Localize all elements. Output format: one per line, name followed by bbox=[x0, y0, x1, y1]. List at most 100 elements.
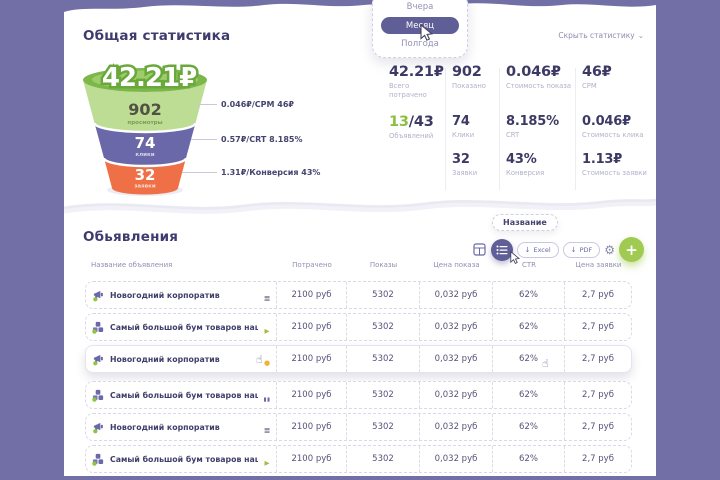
stat-cpm: 46₽ CPM bbox=[582, 64, 612, 90]
cell-cost-per-lead: 2,7 руб bbox=[564, 446, 631, 472]
add-ad-button[interactable]: + bbox=[619, 237, 644, 262]
ad-status-icon[interactable] bbox=[258, 318, 276, 337]
cell-cost-per-show: 0,032 руб bbox=[419, 414, 492, 440]
stat-shown: 902 Показано bbox=[452, 64, 486, 90]
stat-ads-count: 13/43 Объявлений bbox=[389, 114, 434, 140]
period-dropdown: Вчера Месяц Полгода bbox=[372, 0, 468, 58]
cell-cost-per-lead: 2,7 руб bbox=[564, 314, 631, 340]
ad-name: Новогодний корпоратив bbox=[110, 422, 220, 432]
annotation-line bbox=[182, 172, 217, 173]
cell-spent: 2100 руб bbox=[276, 314, 346, 340]
cursor-hand-icon: ☝ bbox=[542, 357, 549, 370]
column-header-cost-per-show: Цена показа bbox=[433, 261, 480, 269]
ad-type-icon bbox=[86, 289, 110, 302]
table-row[interactable]: Новогодний корпоратив 2100 руб 5302 0,03… bbox=[85, 281, 632, 309]
cell-shows: 5302 bbox=[346, 282, 419, 308]
funnel-total: 42.21₽ bbox=[102, 63, 197, 93]
plus-icon: + bbox=[625, 240, 638, 259]
funnel-stage-label-views: просмотры bbox=[127, 120, 162, 126]
ad-status-icon[interactable] bbox=[258, 450, 276, 469]
stats-divider bbox=[575, 68, 576, 190]
bottom-strip bbox=[0, 476, 720, 480]
period-option-halfyear[interactable]: Полгода bbox=[401, 39, 439, 49]
cell-shows: 5302 bbox=[346, 446, 419, 472]
ad-name: Самый большой бум товаров нашей ... bbox=[110, 390, 258, 400]
ad-status-icon[interactable] bbox=[258, 418, 276, 437]
stats-divider bbox=[445, 68, 446, 190]
cell-ctr: 62% bbox=[492, 314, 564, 340]
column-header-spent: Потрачено bbox=[292, 261, 332, 269]
excel-export-button[interactable]: ↓ Excel bbox=[516, 241, 559, 258]
ad-status-icon[interactable] bbox=[258, 386, 276, 405]
table-row[interactable]: Самый большой бум товаров нашей ... 2100… bbox=[85, 381, 632, 409]
cell-cost-per-show: 0,032 руб bbox=[419, 446, 492, 472]
cell-cost-per-show: 0,032 руб bbox=[419, 382, 492, 408]
ad-name: Самый большой бум товаров нашей ... bbox=[110, 454, 258, 464]
ad-status-icon[interactable] bbox=[258, 286, 276, 305]
ads-section-title: Обьявления bbox=[83, 229, 179, 245]
ad-type-icon bbox=[86, 353, 110, 366]
content-panel: Вчера Месяц Полгода Общая статистика Скр… bbox=[64, 0, 656, 476]
table-row[interactable]: Самый большой бум товаров нашей ... 2100… bbox=[85, 313, 632, 341]
table-view-icon[interactable] bbox=[473, 243, 487, 257]
cursor-hand-icon: ☝ bbox=[256, 353, 263, 366]
cell-cost-per-show: 0,032 руб bbox=[419, 282, 492, 308]
list-view-button[interactable] bbox=[490, 238, 513, 261]
cell-shows: 5302 bbox=[346, 314, 419, 340]
annotation-line bbox=[191, 139, 217, 140]
stat-cost-per-click: 0.046₽ Стоимость клика bbox=[582, 114, 644, 139]
period-option-month[interactable]: Месяц bbox=[381, 17, 459, 34]
table-row[interactable]: Новогодний корпоратив 2100 руб 5302 0,03… bbox=[85, 413, 632, 441]
hide-statistics-label: Скрыть статистику bbox=[558, 31, 635, 40]
period-option-yesterday[interactable]: Вчера bbox=[406, 2, 434, 12]
cell-ctr: 62% bbox=[492, 282, 564, 308]
table-row[interactable]: Новогодний корпоратив 2100 руб 5302 0,03… bbox=[85, 345, 632, 373]
stat-conversion: 43% Конверсия bbox=[506, 152, 545, 177]
ads-toolbar: ↓ Excel ↓ PDF ⚙ + bbox=[473, 237, 644, 262]
stats-section-title: Общая статистика bbox=[83, 28, 231, 44]
cursor-arrow-icon bbox=[420, 24, 433, 41]
cell-shows: 5302 bbox=[346, 382, 419, 408]
stat-cost-per-show: 0.046₽ Стоимость показа bbox=[506, 64, 572, 90]
cell-spent: 2100 руб bbox=[276, 446, 346, 472]
cell-ctr: 62% bbox=[492, 414, 564, 440]
cell-cost-per-lead: 2,7 руб bbox=[564, 382, 631, 408]
pdf-export-button[interactable]: ↓ PDF bbox=[562, 241, 601, 258]
ads-table: Новогодний корпоратив 2100 руб 5302 0,03… bbox=[85, 281, 632, 477]
hide-statistics-link[interactable]: Скрыть статистику ⌄ bbox=[558, 31, 644, 40]
cell-spent: 2100 руб bbox=[276, 414, 346, 440]
funnel-stage-label-clicks: клики bbox=[135, 152, 154, 158]
funnel-chart: 902 просмотры 74 клики 32 заявки 42.21₽ bbox=[83, 61, 207, 196]
funnel-stage-label-leads: заявки bbox=[134, 184, 156, 190]
cell-cost-per-show: 0,032 руб bbox=[419, 314, 492, 340]
cell-ctr: 62% bbox=[492, 346, 564, 372]
cell-shows: 5302 bbox=[346, 346, 419, 372]
table-row[interactable]: Самый большой бум товаров нашей ... 2100… bbox=[85, 445, 632, 473]
cell-cost-per-lead: 2,7 руб bbox=[564, 346, 631, 372]
annotation-cpm: 0.046₽/CPM 46₽ bbox=[221, 100, 294, 109]
chevron-down-icon: ⌄ bbox=[637, 31, 644, 40]
column-header-shows: Показы bbox=[369, 261, 398, 269]
ad-type-icon bbox=[86, 453, 110, 466]
settings-gear-icon[interactable]: ⚙ bbox=[604, 242, 615, 257]
funnel-stage-value-views: 902 bbox=[128, 100, 161, 119]
stats-divider bbox=[499, 68, 500, 190]
ad-name: Самый большой бум товаров нашей ... bbox=[110, 322, 258, 332]
ad-type-icon bbox=[86, 321, 110, 334]
cell-cost-per-lead: 2,7 руб bbox=[564, 414, 631, 440]
cursor-arrow-icon bbox=[510, 251, 520, 264]
column-header-name: Название объявления bbox=[91, 261, 173, 269]
excel-label: Excel bbox=[533, 245, 551, 254]
section-divider-wave bbox=[64, 198, 656, 214]
funnel-stage-value-clicks: 74 bbox=[135, 134, 156, 152]
stat-leads: 32 Заявки bbox=[452, 152, 478, 177]
top-wave bbox=[64, 0, 656, 12]
column-header-cost-per-lead: Цена заявки bbox=[575, 261, 622, 269]
ad-type-icon bbox=[86, 421, 110, 434]
table-header: Название объявления Потрачено Показы Цен… bbox=[85, 261, 632, 269]
pdf-label: PDF bbox=[579, 245, 593, 254]
funnel-stage-value-leads: 32 bbox=[135, 166, 156, 184]
cell-spent: 2100 руб bbox=[276, 346, 346, 372]
stats-grid: 42.21₽ Всего потрачено 902 Показано 0.04… bbox=[382, 64, 656, 200]
download-icon: ↓ bbox=[570, 245, 577, 254]
